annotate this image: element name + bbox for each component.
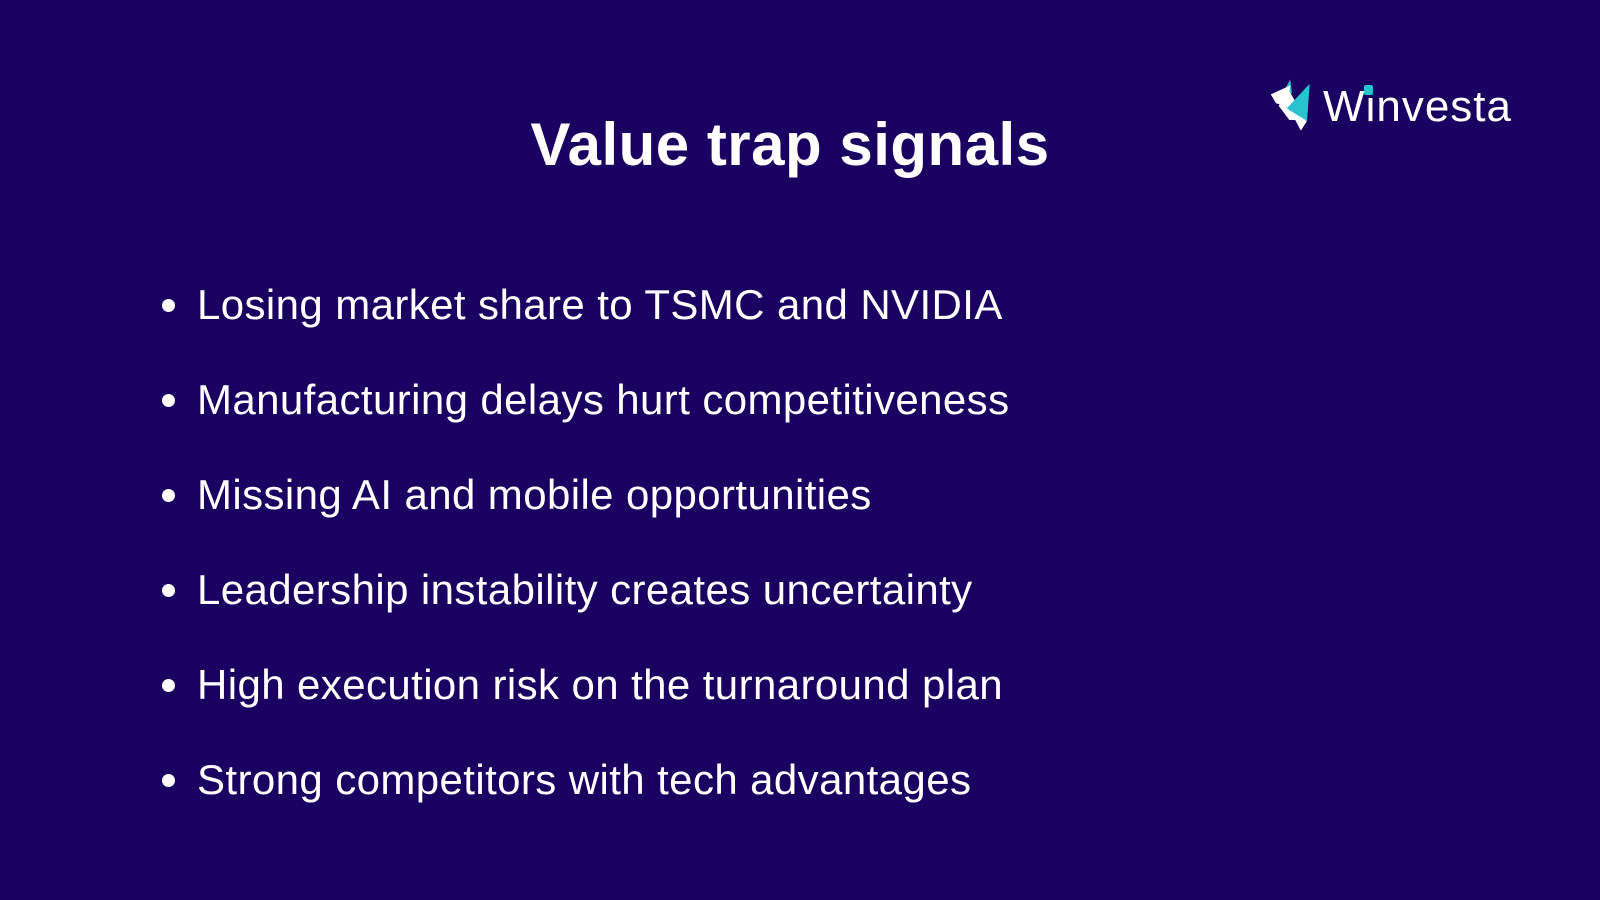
bullet-dot: [162, 773, 175, 787]
bullet-text: High execution risk on the turnaround pl…: [197, 661, 1003, 708]
list-item: Missing AI and mobile opportunities: [162, 473, 1009, 517]
bullet-dot: [162, 678, 175, 692]
list-item: High execution risk on the turnaround pl…: [162, 663, 1009, 707]
bullet-text: Leadership instability creates uncertain…: [197, 566, 973, 613]
bullet-text: Losing market share to TSMC and NVIDIA: [197, 281, 1003, 328]
origami-bird-icon: [1270, 79, 1310, 131]
bullet-dot: [162, 488, 175, 502]
bullet-dot: [162, 393, 175, 407]
winvesta-logo-text: Winvesta: [1323, 82, 1512, 131]
bullet-list: Losing market share to TSMC and NVIDIA M…: [162, 283, 1009, 853]
bullet-text: Missing AI and mobile opportunities: [197, 471, 872, 518]
list-item: Losing market share to TSMC and NVIDIA: [162, 283, 1009, 327]
bullet-text: Strong competitors with tech advantages: [197, 756, 972, 803]
page-title: Value trap signals: [530, 111, 1050, 178]
winvesta-logo: Winvesta: [1269, 79, 1512, 132]
list-item: Strong competitors with tech advantages: [162, 758, 1009, 802]
list-item: Leadership instability creates uncertain…: [162, 568, 1009, 612]
logo-i-dot-accent: [1364, 85, 1374, 95]
bullet-dot: [162, 298, 175, 312]
bullet-text: Manufacturing delays hurt competitivenes…: [197, 376, 1010, 423]
list-item: Manufacturing delays hurt competitivenes…: [162, 378, 1009, 422]
bullet-dot: [162, 583, 175, 597]
winvesta-logo-text-wrap: Winvesta: [1323, 85, 1512, 129]
